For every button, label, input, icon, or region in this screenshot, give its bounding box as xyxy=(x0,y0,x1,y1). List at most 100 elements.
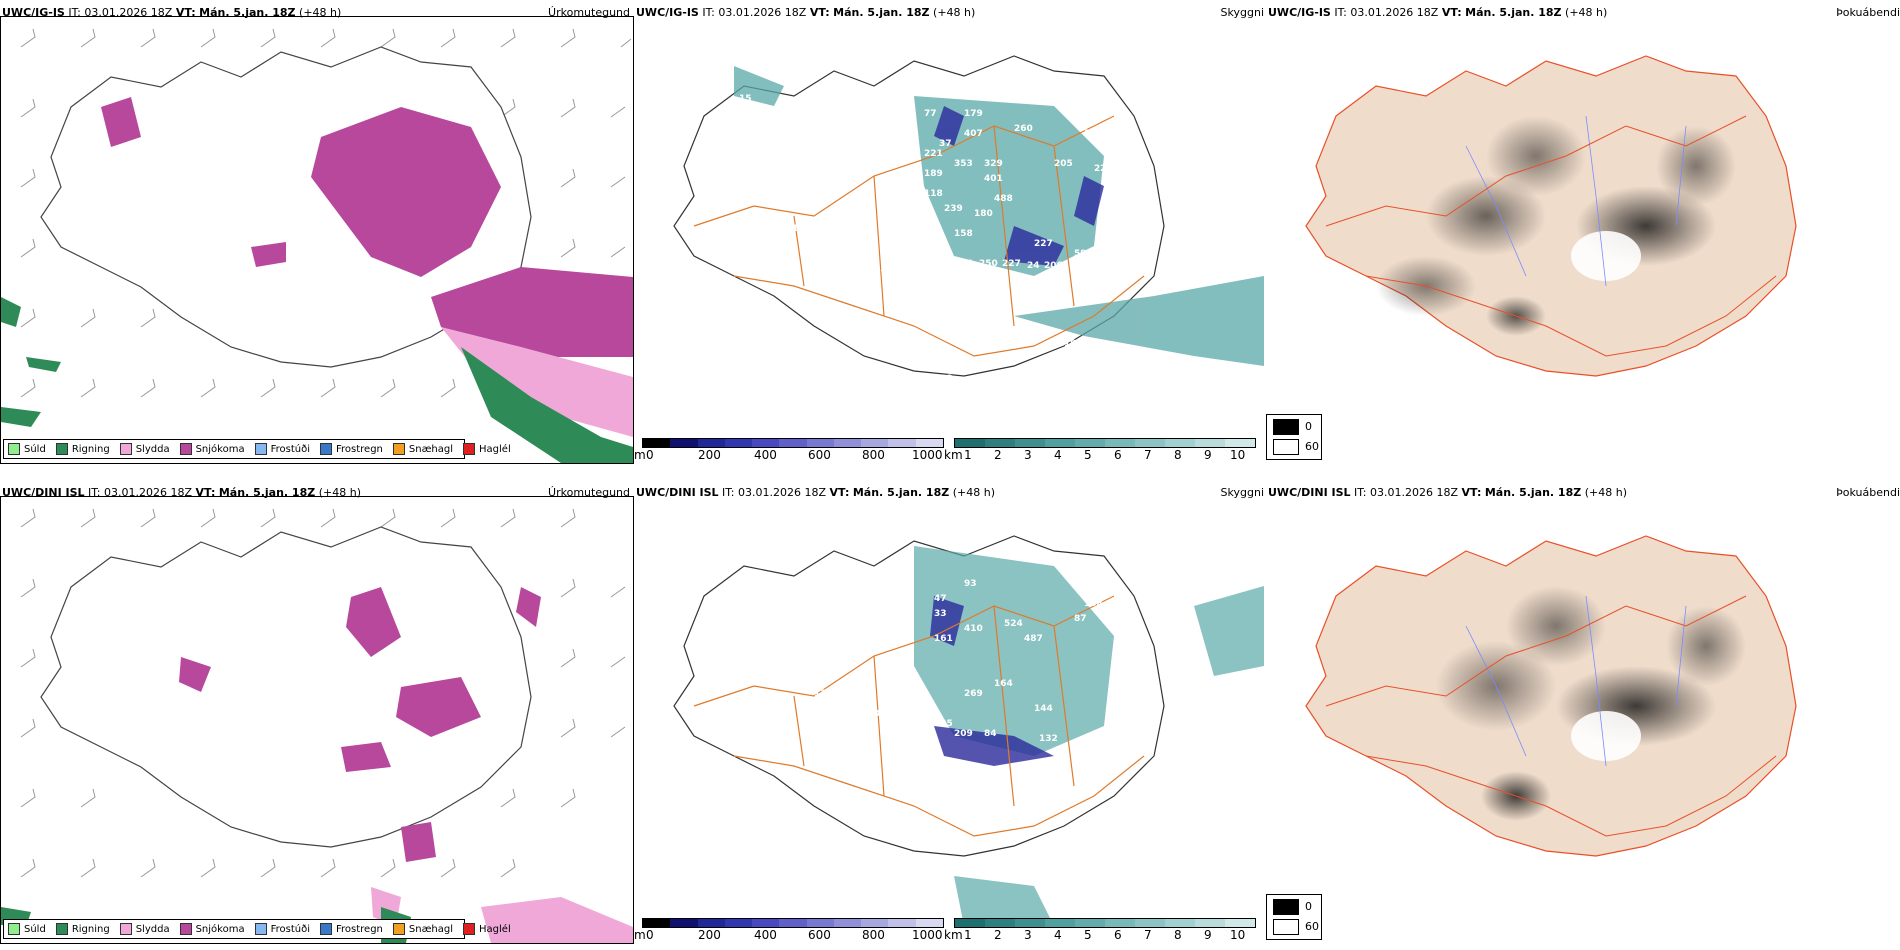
vis-tick: 5 xyxy=(1084,928,1092,942)
vis-label: 101 xyxy=(974,769,993,779)
precip-legend: Súld Rigning Slydda Snjókoma Frostúði Fr… xyxy=(3,439,511,459)
legend-label: Frostúði xyxy=(270,923,310,935)
fog-legend-high-label: 0 xyxy=(1305,900,1312,913)
panel-header: UWC/IG-IS IT: 03.01.2026 18Z VT: Mán. 5.… xyxy=(636,6,975,19)
height-tick: 600 xyxy=(808,928,831,942)
sleet-areas xyxy=(441,327,633,437)
snow-areas xyxy=(101,97,633,357)
fog-legend-low-label: 60 xyxy=(1305,920,1319,933)
colorbar-segment xyxy=(1195,919,1225,927)
vis-label: 125 xyxy=(814,689,833,699)
rivers xyxy=(1465,595,1687,767)
height-colorbar: m 0 200 400 600 800 1000 xyxy=(634,918,954,942)
vis-tick: 5 xyxy=(1084,448,1092,462)
vt-label: VT: xyxy=(175,6,196,19)
colorbar-segment xyxy=(670,919,698,927)
precip-map-frame: Súld Rigning Slydda Snjókoma Frostúði Fr… xyxy=(0,496,634,944)
vis-label: 488 xyxy=(994,194,1013,204)
legend-label: Haglél xyxy=(479,443,511,455)
panel-title: Þokuábendi xyxy=(1836,6,1900,19)
vis-tick: 10 xyxy=(1230,448,1246,462)
vis-label: 227 xyxy=(1034,239,1053,249)
it-label: IT: xyxy=(68,6,81,19)
lead-time: (+48 h) xyxy=(952,486,995,499)
vis-label: 206 xyxy=(1044,261,1063,271)
vt-value: Mán. 5.jan. 18Z xyxy=(1484,486,1582,499)
colorbar-segment xyxy=(724,919,753,927)
legend-item: Frostúði xyxy=(254,443,310,455)
height-colorbar-strip xyxy=(642,438,944,448)
legend-swatch xyxy=(55,443,68,455)
vis-label: 93 xyxy=(964,579,977,589)
legend-swatch xyxy=(179,923,192,935)
legend-label: Frostregn xyxy=(336,443,383,455)
legend-swatch xyxy=(179,443,192,455)
fog-legend-high-swatch xyxy=(1273,899,1299,915)
vis-label: 102 xyxy=(934,374,953,384)
model-name: UWC/IG-IS xyxy=(2,6,65,19)
legend-item: Frostregn xyxy=(320,923,383,935)
colorbar-segment xyxy=(1165,439,1195,447)
height-tick: 400 xyxy=(754,448,777,462)
colorbar-segment xyxy=(888,919,916,927)
panel-row1-precip-type: UWC/IG-IS IT: 03.01.2026 18Z VT: Mán. 5.… xyxy=(0,0,634,470)
vis-label: 353 xyxy=(954,159,973,169)
vis-label: 161 xyxy=(934,634,953,644)
vis-unit: km xyxy=(944,448,963,462)
vis-label: 205 xyxy=(1054,159,1073,169)
model-name: UWC/IG-IS xyxy=(636,6,699,19)
legend-item: Frostregn xyxy=(320,443,383,455)
low-visibility-areas xyxy=(734,66,1264,366)
vis-tick: 8 xyxy=(1174,928,1182,942)
legend-item: Slydda xyxy=(119,923,170,935)
visibility-map: 93 47 33 410 524 161 487 138 87 125 269 … xyxy=(673,535,1264,926)
colorbar-segment xyxy=(1045,919,1075,927)
vis-label: 132 xyxy=(924,249,943,259)
lead-time: (+48 h) xyxy=(318,486,361,499)
vis-label: 138 xyxy=(864,709,883,719)
visibility-value-labels: 93 47 33 410 524 161 487 138 87 125 269 … xyxy=(814,579,1103,779)
fog-legend-high-swatch xyxy=(1273,419,1299,435)
precip-legend: Súld Rigning Slydda Snjókoma Frostúði Fr… xyxy=(3,919,511,939)
it-label: IT: xyxy=(722,486,735,499)
lead-time: (+48 h) xyxy=(299,6,342,19)
roads xyxy=(1325,115,1777,357)
colorbar-segment xyxy=(1105,439,1135,447)
colorbar-segment xyxy=(697,439,725,447)
height-tick: 600 xyxy=(808,448,831,462)
vis-label: 37 xyxy=(939,139,952,149)
colorbar-segment xyxy=(833,439,862,447)
legend-swatch xyxy=(254,443,267,455)
height-unit: m xyxy=(634,928,646,942)
legend-label: Snjókoma xyxy=(195,443,245,455)
vis-tick: 6 xyxy=(1114,448,1122,462)
vis-label: 524 xyxy=(1004,619,1023,629)
legend-swatch xyxy=(392,443,405,455)
vt-value: Mán. 5.jan. 18Z xyxy=(199,6,296,19)
model-name: UWC/DINI ISL xyxy=(1268,486,1351,499)
colorbar-segment xyxy=(643,919,671,927)
vis-label: 179 xyxy=(964,109,983,119)
lead-time: (+48 h) xyxy=(933,6,976,19)
vis-tick: 10 xyxy=(1230,928,1246,942)
vt-label: VT: xyxy=(1441,6,1462,19)
height-unit: m xyxy=(634,448,646,462)
height-tick: 800 xyxy=(862,448,885,462)
vis-label: 269 xyxy=(964,689,983,699)
colorbar-segment xyxy=(985,439,1015,447)
it-value: 03.01.2026 18Z xyxy=(84,6,173,19)
fog-legend-high-label: 0 xyxy=(1305,420,1312,433)
it-value: 03.01.2026 18Z xyxy=(104,486,193,499)
panel-row2-visibility: UWC/DINI ISL IT: 03.01.2026 18Z VT: Mán.… xyxy=(634,480,1266,950)
vis-label: 239 xyxy=(944,204,963,214)
legend-item: Snjókoma xyxy=(179,923,245,935)
legend-label: Snæhagl xyxy=(408,923,454,935)
it-value: 03.01.2026 18Z xyxy=(718,6,807,19)
vis-tick: 2 xyxy=(994,928,1002,942)
panel-row2-fog: UWC/DINI ISL IT: 03.01.2026 18Z VT: Mán.… xyxy=(1266,480,1900,950)
vis-label: 125 xyxy=(934,719,953,729)
panel-title: Skyggni xyxy=(1220,6,1264,19)
vis-tick: 3 xyxy=(1024,928,1032,942)
vis-label: 158 xyxy=(954,229,973,239)
height-tick: 800 xyxy=(862,928,885,942)
